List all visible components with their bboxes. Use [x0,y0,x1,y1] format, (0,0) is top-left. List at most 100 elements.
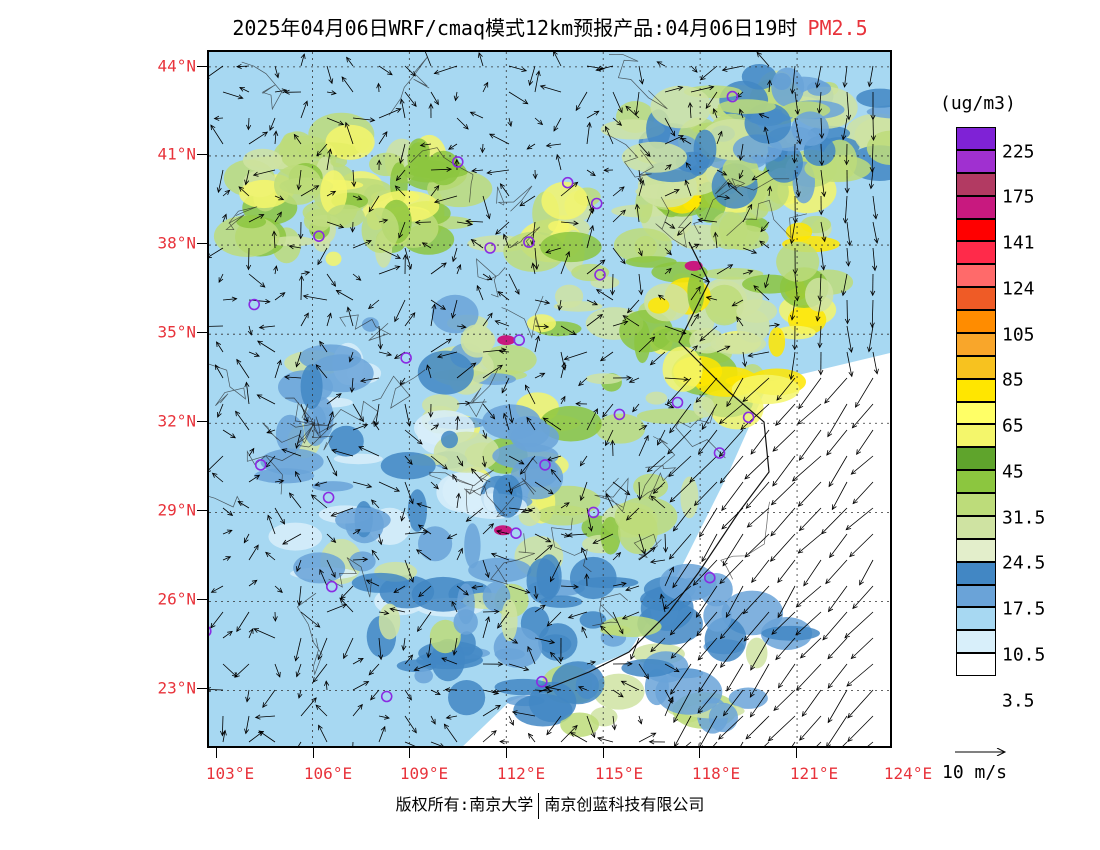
wind-arrow [346,306,354,327]
wind-arrow [669,481,692,503]
colorbar-cell [956,195,996,219]
wind-arrow [470,239,484,249]
wind-arrow [244,715,250,735]
wind-arrow [567,611,588,619]
lat-label-44: 44°N [157,56,196,76]
wind-arrow [841,273,848,297]
wind-arrow [740,403,770,431]
concentration-patch [633,473,669,499]
wind-arrow [482,195,491,220]
wind-arrow [764,273,770,289]
wind-arrow [222,296,238,302]
wind-arrow [549,651,562,665]
wind-arrow [612,551,622,561]
wind-arrow [558,637,564,663]
wind-arrow [490,552,510,561]
wind-arrow [603,167,614,173]
wind-arrow [456,585,469,596]
city-marker [400,352,412,364]
wind-arrow [867,325,874,353]
wind-arrow [519,455,536,475]
wind-arrow [398,221,406,239]
lon-label-103: 103°E [205,764,255,783]
wind-arrow [300,697,317,717]
wind-arrow [248,131,269,145]
wind-arrow [495,221,510,235]
wind-arrow [544,685,562,691]
colorbar-cell [956,470,996,493]
wind-arrow [404,91,417,108]
wind-arrow [424,52,432,67]
wind-arrow [744,533,770,558]
city-marker [484,242,496,254]
wind-arrow [430,262,447,275]
wind-arrow [508,585,531,594]
concentration-patch [453,609,478,635]
wind-arrow [378,265,401,275]
wind-arrow [726,182,744,197]
concentration-patch [560,712,599,737]
wind-arrow [476,284,484,301]
concentration-patch [693,129,717,169]
wind-arrow [668,455,692,478]
wind-arrow [416,611,432,632]
concentration-patch [441,430,458,449]
wind-arrow [295,663,302,678]
wind-arrow [352,657,364,665]
wind-arrow [560,532,570,538]
wind-arrow [777,559,796,584]
lat-label-23: 23°N [157,678,196,698]
boundary-line [640,436,676,500]
wind-arrow [749,663,770,698]
boundary-line [429,469,494,487]
wind-arrow [664,117,676,137]
wind-arrow [632,403,640,413]
wind-arrow [690,313,699,327]
wind-arrow [399,377,406,386]
wind-arrow [418,585,432,598]
wind-arrow [248,579,258,587]
wind-arrow [274,292,286,301]
city-marker [594,269,606,281]
concentration-patch [708,702,738,733]
boundary-line [501,295,544,339]
wind-arrow [656,61,666,67]
wind-arrow [211,472,224,483]
boundary-line [328,557,372,598]
boundary-line [313,416,333,451]
wind-arrow [350,221,356,233]
wind-arrow [595,289,614,301]
wind-arrow [222,429,236,439]
wind-arrow [399,98,406,119]
wind-arrow [817,273,823,302]
wind-arrow [319,568,328,587]
wind-arrow [637,715,643,725]
wind-arrow [753,285,770,301]
wind-arrow [534,533,552,543]
wind-arrow [649,558,666,564]
wind-arrow [638,732,657,743]
wind-arrow [819,117,825,140]
wind-arrow [273,130,279,145]
wind-arrow [317,247,328,266]
city-marker [254,459,267,471]
wind-arrow [620,680,640,691]
wind-arrow [697,637,718,661]
concentration-patch [805,277,834,312]
wind-arrow [575,401,588,407]
wind-arrow [664,247,672,256]
wind-arrow [794,273,800,302]
wind-arrow [346,56,354,67]
wind-arrow [844,611,874,639]
wind-arrow [326,533,337,543]
lon-tick [313,748,314,758]
wind-arrow [846,663,874,687]
wind-arrow [367,299,380,310]
wind-arrow [799,637,822,659]
boundary-line [294,400,379,426]
lon-label-121: 121°E [789,764,839,783]
wind-arrow [648,739,666,745]
wind-arrow [465,507,484,522]
city-marker [590,197,603,210]
wind-arrow [209,455,224,472]
